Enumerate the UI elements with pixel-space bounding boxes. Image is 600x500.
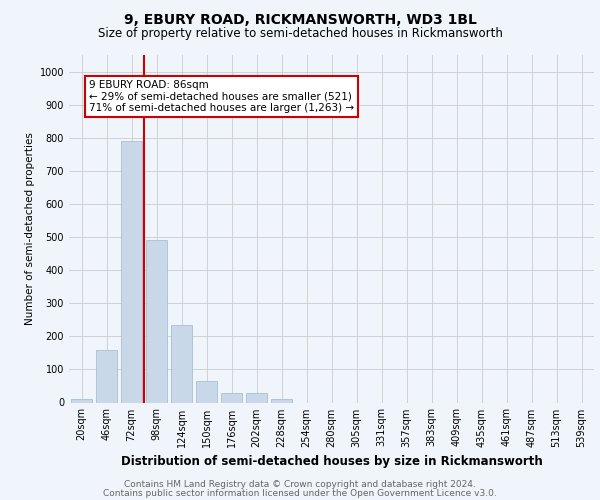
Bar bbox=[121, 141, 142, 403]
X-axis label: Distribution of semi-detached houses by size in Rickmansworth: Distribution of semi-detached houses by … bbox=[121, 455, 542, 468]
Text: 9, EBURY ROAD, RICKMANSWORTH, WD3 1BL: 9, EBURY ROAD, RICKMANSWORTH, WD3 1BL bbox=[124, 12, 476, 26]
Bar bbox=[196, 381, 217, 402]
Text: Contains public sector information licensed under the Open Government Licence v3: Contains public sector information licen… bbox=[103, 488, 497, 498]
Bar bbox=[146, 240, 167, 402]
Bar bbox=[246, 392, 267, 402]
Y-axis label: Number of semi-detached properties: Number of semi-detached properties bbox=[25, 132, 35, 325]
Text: 9 EBURY ROAD: 86sqm
← 29% of semi-detached houses are smaller (521)
71% of semi-: 9 EBURY ROAD: 86sqm ← 29% of semi-detach… bbox=[89, 80, 354, 113]
Bar bbox=[171, 324, 192, 402]
Text: Size of property relative to semi-detached houses in Rickmansworth: Size of property relative to semi-detach… bbox=[98, 28, 502, 40]
Bar bbox=[271, 398, 292, 402]
Bar bbox=[71, 399, 92, 402]
Text: Contains HM Land Registry data © Crown copyright and database right 2024.: Contains HM Land Registry data © Crown c… bbox=[124, 480, 476, 489]
Bar bbox=[221, 392, 242, 402]
Bar bbox=[96, 350, 117, 403]
